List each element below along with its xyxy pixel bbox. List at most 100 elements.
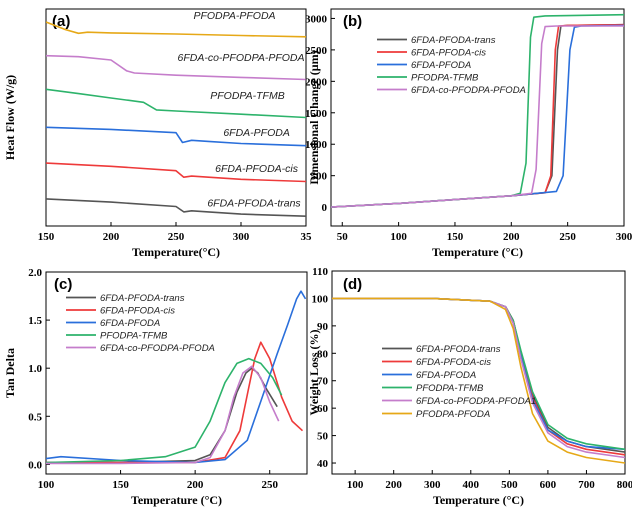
y-tick-label: 60 bbox=[317, 403, 329, 415]
series-line-PFODPA-TFMB bbox=[46, 357, 283, 464]
legend-entry: PFODPA-PFODA bbox=[416, 409, 490, 420]
plot-frame-b bbox=[330, 8, 625, 227]
y-tick-label: 0.5 bbox=[28, 411, 42, 423]
x-tick-label: 300 bbox=[424, 479, 441, 491]
x-tick-label: 250 bbox=[559, 231, 576, 243]
y-tick-label: 100 bbox=[312, 293, 329, 305]
legend-entry: 6FDA-PFODA-cis bbox=[100, 306, 175, 317]
legend-entry: PFODPA-TFMB bbox=[100, 331, 168, 342]
x-tick-label: 150 bbox=[112, 479, 129, 491]
series-line-6FDA-PFODA bbox=[46, 126, 306, 147]
x-tick-label: 500 bbox=[501, 479, 518, 491]
x-tick-label: 600 bbox=[540, 479, 557, 491]
y-tick-label: 1500 bbox=[305, 108, 328, 120]
legend-entry: 6FDA-PFODA-cis bbox=[416, 357, 491, 368]
legend-entry: 6FDA-PFODA bbox=[411, 60, 471, 71]
legend-entry: PFODPA-TFMB bbox=[411, 73, 479, 84]
legend-entry: 6FDA-PFODA bbox=[100, 318, 160, 329]
series-line-6FDA-co-PFODPA-PFODA1 bbox=[332, 297, 625, 459]
legend-entry: 6FDA-co-PFODPA-PFODA bbox=[411, 85, 526, 96]
y-axis-title: Weight Loss (%) bbox=[307, 329, 321, 415]
plot-frame-a bbox=[45, 8, 307, 227]
y-tick-label: 2500 bbox=[305, 45, 328, 57]
legend-entry: 6FDA-co-PFODPA-PFODA bbox=[100, 343, 215, 354]
y-tick-label: 500 bbox=[311, 171, 328, 183]
panel-label: (c) bbox=[54, 276, 72, 293]
y-tick-label: 1.0 bbox=[28, 363, 42, 375]
series-label: 6FDA-PFODA-cis bbox=[215, 163, 299, 175]
panel-d: 100 200 300 400 500 600 700 800 40 50 60 70 80 90 100 1… bbox=[307, 266, 632, 507]
x-tick-label: 300 bbox=[233, 231, 250, 243]
y-tick-label: 90 bbox=[317, 321, 329, 333]
y-tick-label: 2000 bbox=[305, 76, 328, 88]
x-axis-title: Temperature (°C) bbox=[131, 493, 222, 507]
x-tick-label: 200 bbox=[187, 479, 204, 491]
series-label: 6FDA-PFODA-trans bbox=[207, 197, 301, 209]
y-axis-title: Tan Delta bbox=[3, 348, 17, 398]
y-tick-label: 2.0 bbox=[28, 267, 42, 279]
legend-entry: 6FDA-PFODA-trans bbox=[416, 344, 501, 355]
series-line-PFODPA-PFODA bbox=[332, 297, 625, 464]
series-line-6FDA-co-PFODPA-PFODA bbox=[331, 25, 624, 208]
y-tick-label: 50 bbox=[317, 431, 329, 443]
series-line-6FDA-PFODA-trans bbox=[46, 198, 306, 217]
y-tick-label: 0 bbox=[322, 202, 328, 214]
panel-label: (d) bbox=[343, 276, 362, 293]
series-line-6FDA-co-PFODPA-PFODA bbox=[46, 365, 280, 465]
x-axis-title: Temperature (°C) bbox=[433, 493, 524, 507]
x-tick-label: 250 bbox=[261, 479, 278, 491]
y-tick-label: 1000 bbox=[305, 139, 328, 151]
x-tick-label: 250 bbox=[168, 231, 185, 243]
legend-entry: 6FDA-PFODA-trans bbox=[100, 293, 185, 304]
x-tick-label: 100 bbox=[347, 479, 364, 491]
x-tick-label: 35 bbox=[301, 231, 313, 243]
x-tick-label: 800 bbox=[617, 479, 632, 491]
x-tick-label: 100 bbox=[38, 479, 55, 491]
y-tick-label: 70 bbox=[317, 376, 329, 388]
series-line-6FDA-PFODA-trans bbox=[332, 297, 625, 453]
legend-entry: 6FDA-co-PFODPA-PFODA1 bbox=[416, 396, 536, 407]
y-tick-label: 110 bbox=[312, 266, 328, 278]
series-label: 6FDA-PFODA bbox=[223, 127, 290, 139]
series-line-6FDA-PFODA-cis bbox=[332, 297, 625, 456]
y-tick-label: 0.0 bbox=[28, 459, 42, 471]
legend-entry: 6FDA-PFODA bbox=[416, 370, 476, 381]
x-tick-label: 50 bbox=[337, 231, 349, 243]
y-tick-label: 3000 bbox=[305, 13, 328, 25]
x-tick-label: 150 bbox=[447, 231, 464, 243]
y-axis-title: Dimensional Change (μm) bbox=[307, 50, 321, 184]
series-line-6FDA-PFODA bbox=[332, 297, 625, 451]
series-line-6FDA-PFODA-cis bbox=[46, 341, 304, 464]
panel-label: (b) bbox=[343, 13, 362, 30]
x-tick-label: 200 bbox=[385, 479, 402, 491]
x-axis-title: Temperature (°C) bbox=[432, 245, 523, 259]
legend-entry: PFODPA-TFMB bbox=[416, 383, 484, 394]
legend-entry: 6FDA-PFODA-trans bbox=[411, 35, 496, 46]
plot-frame-c bbox=[45, 271, 308, 475]
panel-b: 50 100 150 200 250 30005001000150020002500300… bbox=[305, 8, 632, 259]
series-line-PFODPA-TFMB bbox=[332, 297, 625, 451]
series-label: PFODPA-TFMB bbox=[210, 90, 284, 102]
series-line-PFODPA-PFODA bbox=[46, 21, 306, 38]
legend-entry: 6FDA-PFODA-cis bbox=[411, 48, 486, 59]
series-label: 6FDA-co-PFODPA-PFODA bbox=[178, 52, 305, 64]
y-tick-label: 80 bbox=[317, 348, 329, 360]
series-line-PFODPA-TFMB bbox=[46, 88, 306, 119]
panel-a: 150 200 250 300 35 Temperature(°C) Heat Flow (… bbox=[3, 8, 313, 259]
y-axis-title: Heat Flow (W/g) bbox=[3, 75, 17, 160]
series-label: PFODPA-PFODA bbox=[193, 10, 275, 22]
y-tick-label: 40 bbox=[317, 458, 329, 470]
x-tick-label: 300 bbox=[616, 231, 632, 243]
x-axis-title: Temperature(°C) bbox=[132, 245, 220, 259]
x-tick-label: 100 bbox=[390, 231, 407, 243]
x-tick-label: 150 bbox=[38, 231, 55, 243]
series-line-6FDA-co-PFODPA-PFODA bbox=[46, 54, 306, 81]
y-tick-label: 1.5 bbox=[28, 315, 42, 327]
x-tick-label: 400 bbox=[463, 479, 480, 491]
panel-c: 100 150 200 250 0.0 0.5 1.0 1.5 2.0 Temperature (… bbox=[3, 267, 308, 507]
series-line-6FDA-PFODA-cis bbox=[46, 162, 306, 183]
x-tick-label: 200 bbox=[503, 231, 520, 243]
x-tick-label: 200 bbox=[103, 231, 120, 243]
plot-frame-d bbox=[331, 270, 626, 475]
